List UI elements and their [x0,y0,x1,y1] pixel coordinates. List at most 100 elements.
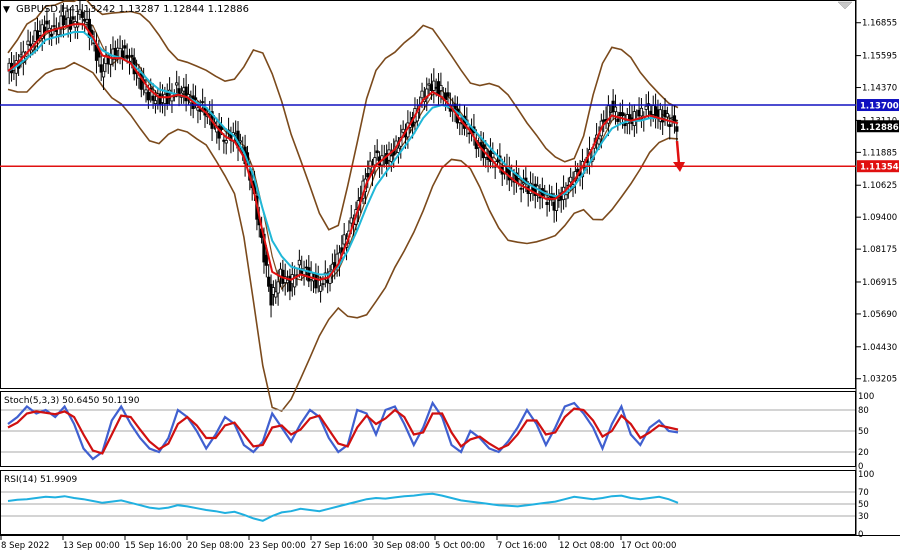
level-tag-current-text: 1.12886 [860,123,899,133]
stoch-label: Stoch(5,3,3) 50.6450 50.1190 [4,396,140,406]
candle-body [224,140,228,144]
candle-body [165,92,169,105]
candle-body [120,50,125,59]
candle-body [264,254,268,266]
candle-body [71,16,75,20]
candle-body [153,100,158,105]
ohlc-values: 1.13242 1.13287 1.12844 1.12886 [74,4,249,15]
candle-body [576,168,580,172]
stoch-main-line [7,400,679,461]
price-tick-label: 1.06915 [862,278,897,288]
candle-body [238,140,242,143]
rsi-tick-label: 70 [858,488,869,498]
candle-body [99,64,103,73]
stoch-tick-label: 80 [858,406,869,416]
level-tag-support [857,160,899,173]
time-tick-label: 17 Oct 00:00 [621,541,676,551]
candle-body [297,259,301,266]
candle-body [446,92,450,97]
candle-body [366,173,370,178]
stoch-panel-frame [0,391,856,467]
candle-body [113,47,117,60]
candle-body [519,187,523,190]
stoch-tick-label: 0 [858,462,863,472]
candle-body [283,276,287,283]
candle-body [219,126,224,130]
level-tag-current [857,120,899,133]
time-tick-label: 27 Sep 16:00 [311,541,368,551]
candle-body [26,40,30,46]
candle-body [658,109,662,122]
candle-body [196,107,200,111]
candle-body [432,80,436,91]
scroll-right-button[interactable] [837,1,853,10]
main-panel-frame [0,0,856,389]
candle-body [267,276,271,287]
candle-body [318,285,323,292]
candle-body [321,283,325,285]
fast-ma-line [7,23,679,281]
candle-body [375,150,379,154]
price-tick-label: 1.08175 [862,245,897,255]
candle-body [50,33,54,37]
symbol-menu-icon[interactable]: ▼ [3,5,10,15]
candle-body [123,45,127,49]
rsi-label: RSI(14) 51.9909 [4,475,77,485]
rsi-tick-label: 0 [858,530,863,540]
rsi-panel-frame [0,470,856,535]
price-tick-label: 1.10625 [862,181,897,191]
rsi-tick-label: 30 [858,512,869,522]
candle-body [564,194,568,200]
time-tick-label: 30 Sep 08:00 [373,541,430,551]
time-tick-label: 13 Sep 00:00 [63,541,120,551]
candle-body [193,97,198,100]
candle-body [439,85,443,91]
stoch-tick-label: 50 [858,427,869,437]
candle-body [491,153,495,158]
time-tick-label: 5 Oct 00:00 [435,541,485,551]
candle-body [389,155,393,162]
down-arrow-icon [673,140,685,172]
candle-body [644,105,648,110]
candle-body [151,95,155,101]
price-tick-label: 1.16855 [862,19,897,29]
candle-body [545,201,549,205]
candle-body [314,273,318,289]
candle-body [80,11,84,18]
candle-body [130,54,134,58]
candle-body [401,128,405,133]
candle-body [675,126,679,132]
time-tick-label: 7 Oct 16:00 [497,541,547,551]
candle-body [396,147,401,153]
candle-body [569,176,573,183]
stoch-tick-label: 100 [858,392,874,402]
candle-body [201,101,205,103]
price-tick-label: 1.05690 [862,310,897,320]
bollinger-lower-band [7,61,679,413]
candle-body [274,291,278,298]
time-tick-label: 23 Sep 00:00 [249,541,306,551]
candle-body [665,113,669,118]
candle-body [144,89,148,94]
candle-body [538,196,542,199]
candle-body [125,54,129,59]
candle-body [368,160,372,170]
time-tick-label: 20 Sep 08:00 [187,541,244,551]
candle-body [101,70,106,78]
bollinger-upper-band [7,0,679,231]
candle-body [146,91,150,101]
price-tick-label: 1.04430 [862,343,897,353]
candle-body [373,157,377,166]
stoch-tick-label: 20 [858,448,869,458]
time-tick-label: 12 Oct 08:00 [559,541,614,551]
level-tag-support-text: 1.11354 [860,163,899,173]
candle-body [620,112,625,117]
candle-body [639,107,644,117]
candle-body [52,25,56,27]
candle-body [521,182,526,185]
candle-body [175,82,179,86]
time-tick-label: 8 Sep 2022 [1,541,49,551]
candle-body [198,109,202,112]
